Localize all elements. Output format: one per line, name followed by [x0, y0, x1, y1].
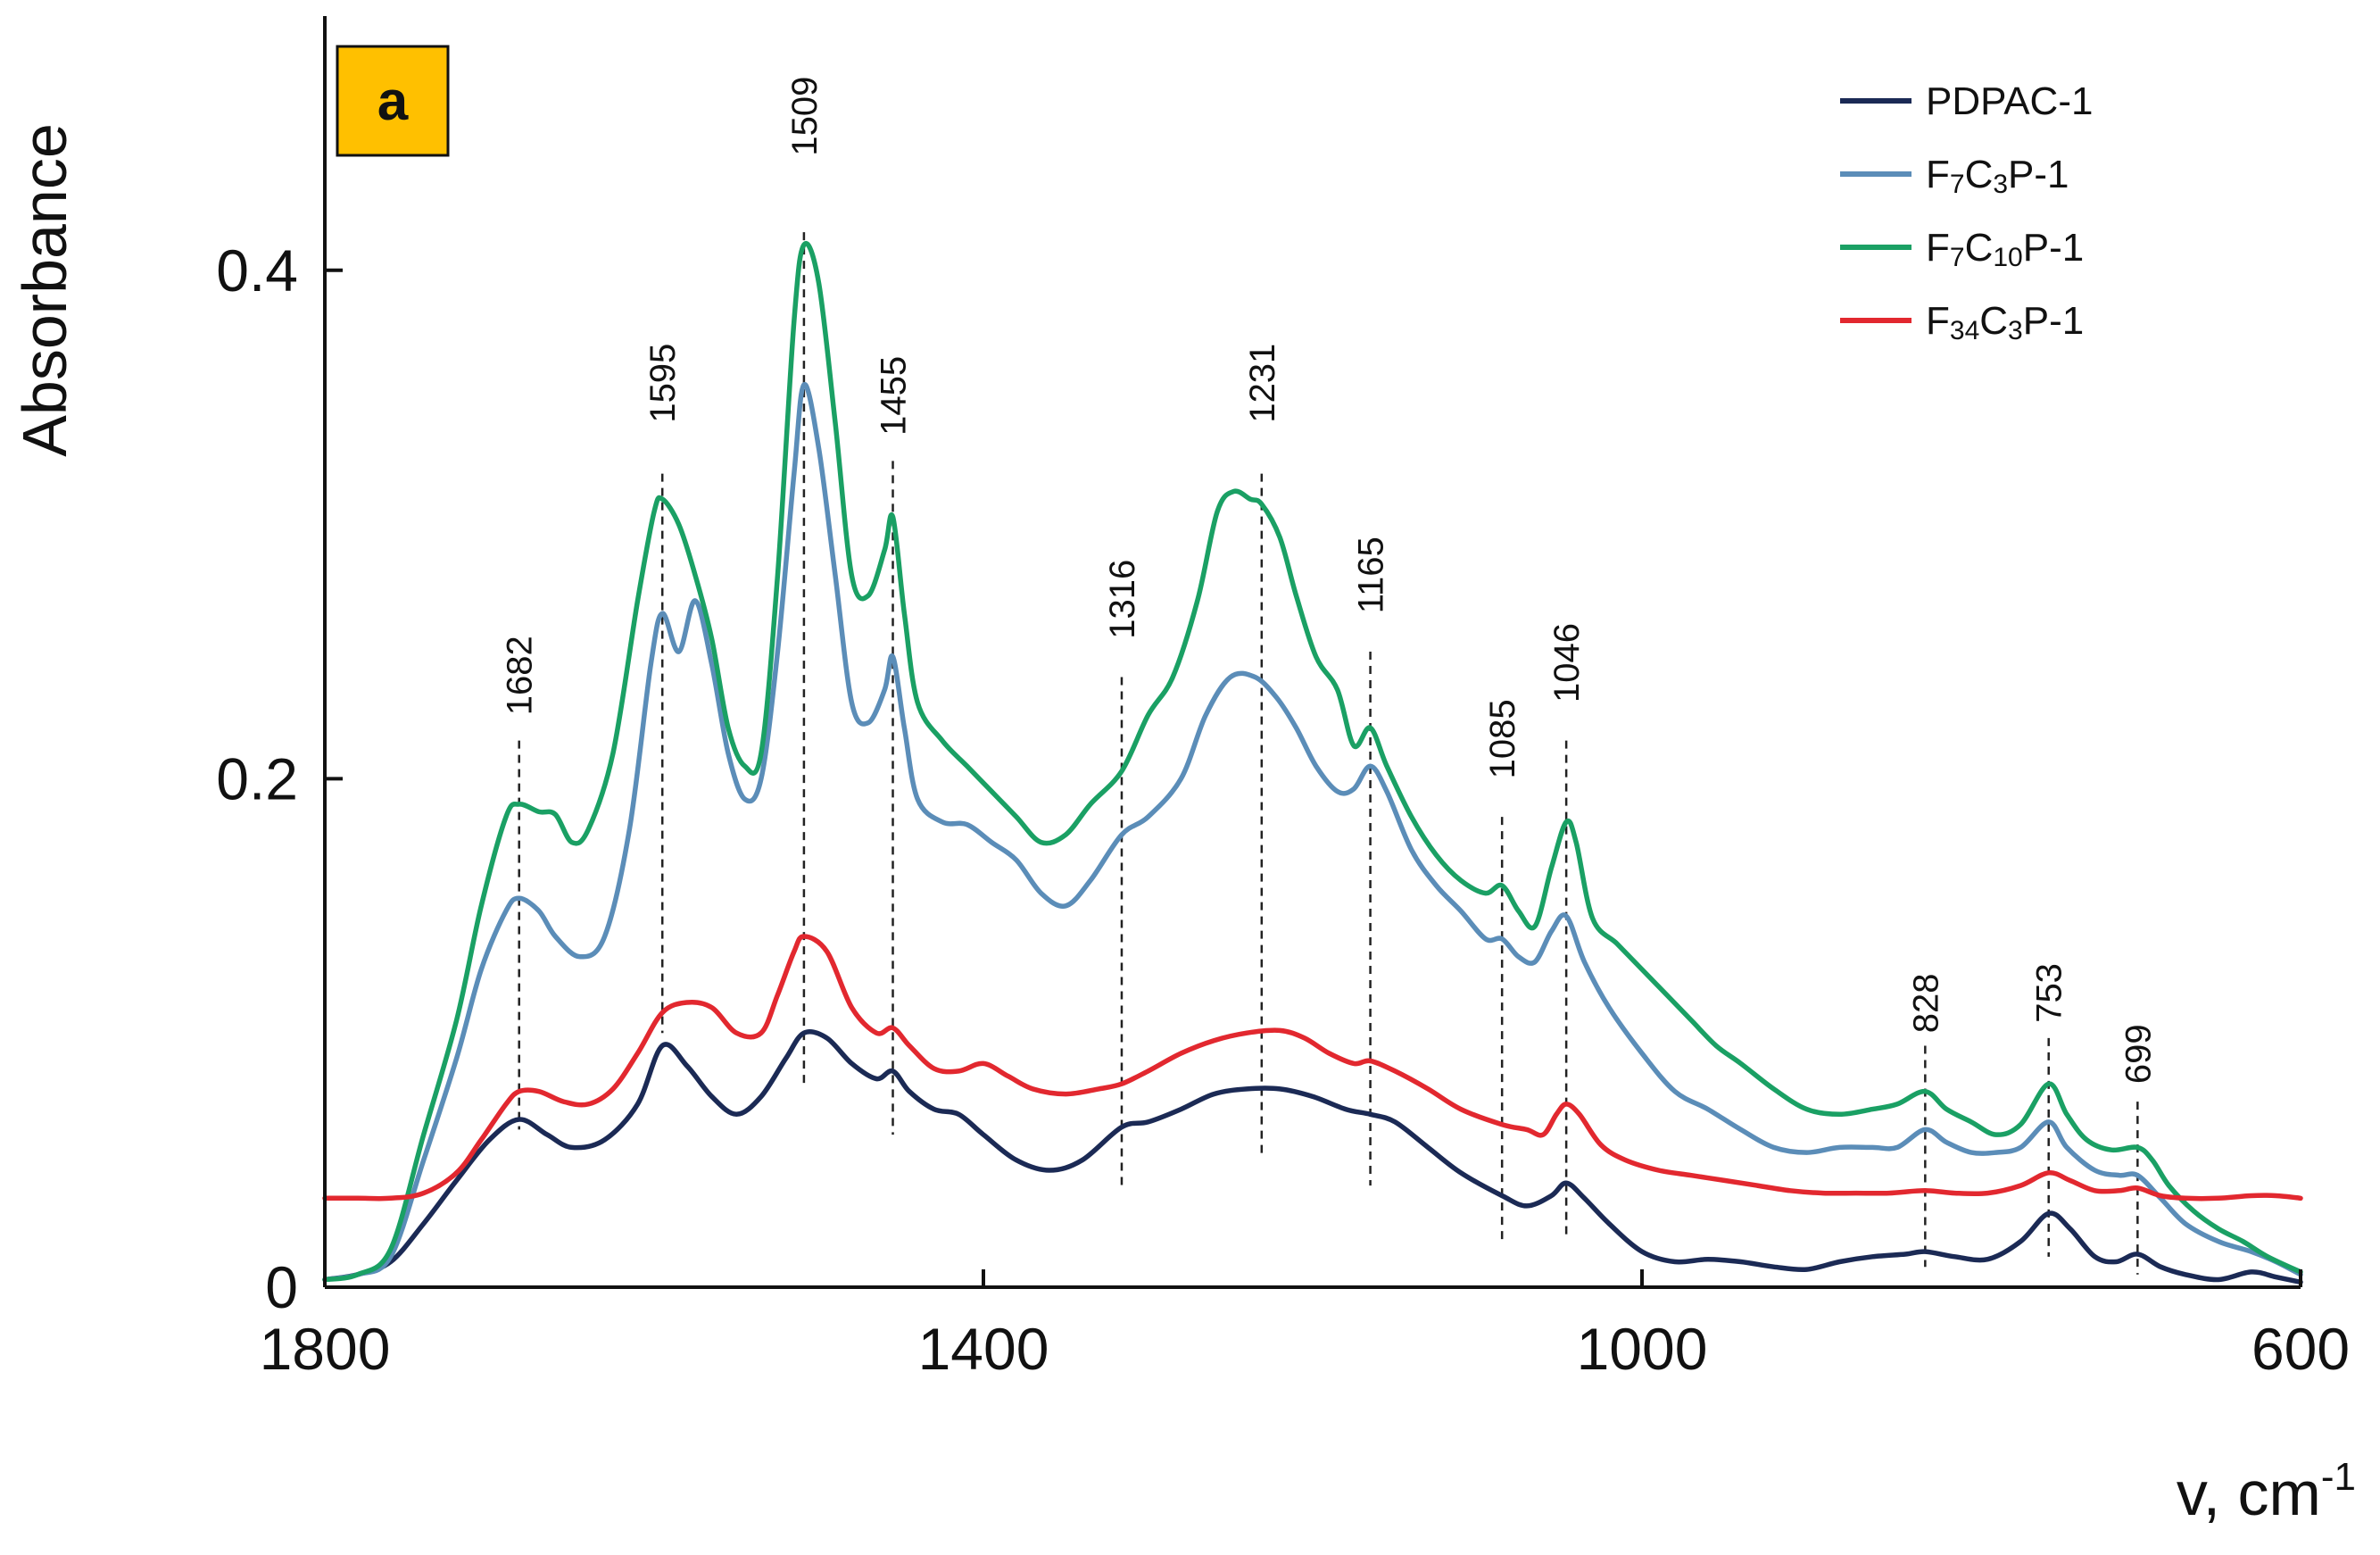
peak-label: 1595 — [643, 344, 683, 423]
peak-label: 1085 — [1483, 699, 1522, 778]
legend-text: C — [1965, 153, 1994, 196]
x-axis-title-text: v, cm — [2177, 1459, 2321, 1528]
legend-subscript: 3 — [2008, 316, 2023, 345]
y-tick-label: 0.4 — [216, 237, 298, 304]
series-group — [322, 240, 2303, 1285]
series-line-f7c10p-1 — [322, 240, 2303, 1283]
peak-label: 753 — [2030, 963, 2069, 1023]
legend-subscript: 7 — [1950, 243, 1965, 272]
peak-label: 1316 — [1103, 560, 1142, 639]
legend-subscript: 34 — [1950, 316, 1979, 345]
panel-badge-box — [336, 45, 450, 157]
legend-label: F7C3P-1 — [1926, 153, 2069, 199]
legend-text: C — [1979, 299, 2008, 343]
y-tick-label: 0.2 — [216, 745, 298, 811]
series-line-pdpac-1 — [322, 1028, 2303, 1285]
peak-label: 1455 — [875, 356, 914, 436]
legend-label: F34C3P-1 — [1926, 299, 2084, 345]
peak-label: 1046 — [1547, 623, 1587, 703]
y-axis-title: Absorbance — [10, 123, 79, 457]
legend-label: PDPAC-1 — [1926, 79, 2093, 123]
legend-text: P-1 — [2023, 226, 2084, 270]
peak-label: 1231 — [1243, 344, 1282, 423]
legend-text: PDPAC-1 — [1926, 79, 2093, 123]
peak-label: 1682 — [501, 636, 540, 715]
axes-group: 0 0.2 0.4 1800 1400 1000 600 — [216, 16, 2350, 1382]
peak-label: 1509 — [785, 77, 825, 156]
legend-text: C — [1965, 226, 1994, 270]
panel-badge: a — [336, 45, 450, 157]
legend-subscript: 10 — [1993, 243, 2022, 272]
peak-label: 699 — [2119, 1024, 2158, 1084]
peak-label: 1165 — [1352, 536, 1391, 613]
panel-label: a — [377, 71, 409, 132]
legend-text: F — [1926, 226, 1950, 270]
legend-subscript: 7 — [1950, 170, 1965, 199]
series-line-f7c3p-1 — [322, 382, 2303, 1283]
legend-text: F — [1926, 299, 1950, 343]
series-line-f34c3p-1 — [322, 934, 2303, 1202]
legend-text: P-1 — [2008, 153, 2069, 196]
x-tick-label: 1000 — [1577, 1316, 1708, 1382]
x-tick-label: 1800 — [260, 1316, 391, 1382]
legend-text: F — [1926, 153, 1950, 196]
peak-label: 828 — [1906, 973, 1945, 1033]
y-tick-label: 0 — [265, 1254, 298, 1320]
legend-subscript: 3 — [1993, 170, 2008, 199]
x-axis-title: v, cm-1 — [2177, 1455, 2356, 1528]
x-tick-label: 600 — [2251, 1316, 2350, 1382]
legend-text: P-1 — [2023, 299, 2084, 343]
legend-label: F7C10P-1 — [1926, 226, 2084, 272]
x-tick-label: 1400 — [918, 1316, 1049, 1382]
x-axis-title-exponent: -1 — [2321, 1455, 2356, 1499]
